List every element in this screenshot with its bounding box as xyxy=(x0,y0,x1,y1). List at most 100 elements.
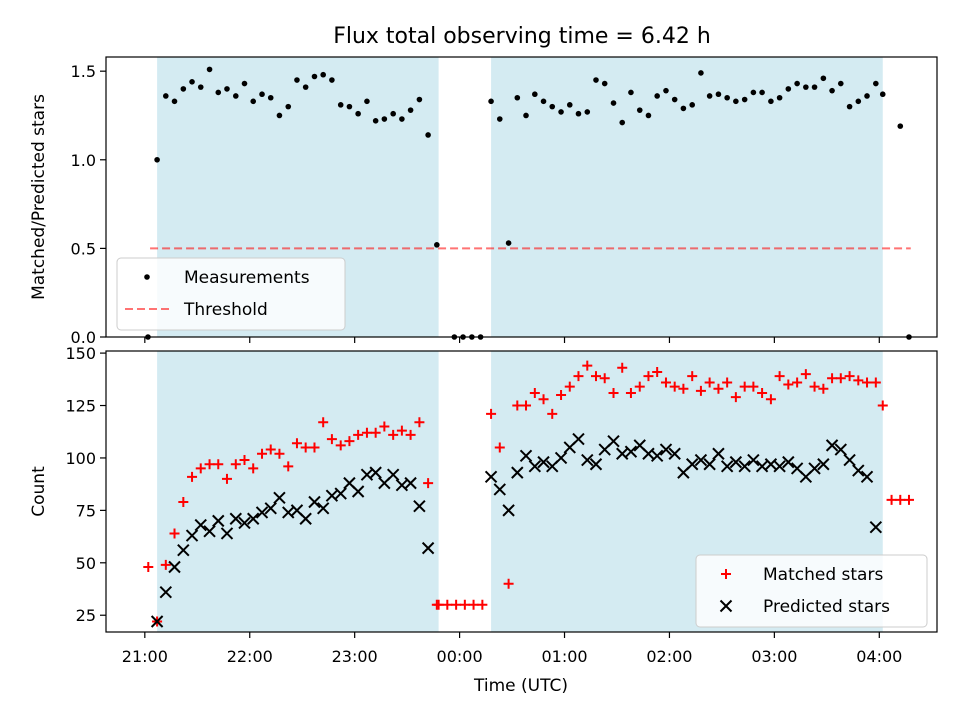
data-point xyxy=(433,599,444,610)
y-tick-label: 75 xyxy=(76,501,96,520)
data-point xyxy=(160,559,171,570)
data-point xyxy=(514,94,521,101)
data-point xyxy=(159,585,173,599)
data-point xyxy=(532,91,538,98)
data-point xyxy=(299,512,312,525)
data-point xyxy=(309,442,320,453)
data-point xyxy=(334,487,347,500)
data-point xyxy=(355,110,361,117)
data-point xyxy=(843,453,856,467)
data-point xyxy=(405,429,416,440)
data-point xyxy=(695,385,706,396)
data-point xyxy=(329,77,335,83)
data-point xyxy=(773,460,786,473)
data-point xyxy=(369,466,382,479)
data-point xyxy=(724,94,730,101)
data-point xyxy=(628,89,634,96)
data-point xyxy=(238,516,251,530)
data-point xyxy=(803,84,809,90)
data-point xyxy=(230,459,241,470)
data-point xyxy=(660,377,671,388)
data-point xyxy=(886,494,897,505)
data-point xyxy=(564,381,575,392)
data-point xyxy=(540,98,547,105)
data-point xyxy=(599,373,610,384)
plot-frame xyxy=(105,56,938,338)
data-point xyxy=(195,463,206,474)
data-point xyxy=(413,499,426,513)
data-point xyxy=(747,453,760,467)
data-point xyxy=(425,132,431,138)
data-point xyxy=(416,96,423,103)
data-point xyxy=(189,79,195,85)
data-point xyxy=(388,429,399,440)
x-tick-label: 01:00 xyxy=(541,647,587,666)
data-point xyxy=(610,100,617,106)
data-point xyxy=(274,448,285,459)
y-tick-label: 1.0 xyxy=(71,151,96,170)
y-tick-label: 0.5 xyxy=(71,239,96,258)
data-point xyxy=(556,390,567,401)
data-point xyxy=(528,460,542,473)
data-point xyxy=(834,443,847,456)
data-point xyxy=(320,71,326,78)
y-tick-label: 1.5 xyxy=(71,62,96,81)
bottom-panel: 25 50 75 100 125 150 21:00 22:00 23:00 00:00 01:00… xyxy=(29,344,938,666)
data-point xyxy=(853,375,864,386)
data-point xyxy=(748,381,759,392)
data-point xyxy=(187,471,198,482)
data-point xyxy=(739,381,750,392)
data-point xyxy=(521,400,532,411)
data-point xyxy=(704,377,715,388)
data-point xyxy=(855,98,862,105)
data-point xyxy=(817,458,830,471)
legend-marker-swatch xyxy=(721,569,731,579)
data-point xyxy=(593,77,599,83)
data-point xyxy=(255,506,269,519)
data-point xyxy=(703,458,716,471)
data-point xyxy=(185,529,199,542)
data-point xyxy=(232,93,239,99)
data-point xyxy=(572,432,585,446)
data-point xyxy=(738,460,751,473)
data-point xyxy=(197,84,204,90)
data-point xyxy=(168,560,181,574)
data-point xyxy=(370,427,381,438)
observing-window-band xyxy=(491,57,883,337)
data-point xyxy=(607,434,620,448)
data-point xyxy=(177,544,190,557)
data-point xyxy=(215,89,222,96)
data-point xyxy=(584,109,591,115)
data-point xyxy=(825,439,839,452)
data-point xyxy=(566,102,573,108)
legend-label: Matched stars xyxy=(763,565,883,585)
data-point xyxy=(549,103,556,110)
data-point xyxy=(276,112,283,119)
data-point xyxy=(625,387,636,398)
data-point xyxy=(203,525,216,538)
data-point xyxy=(897,123,904,129)
data-point xyxy=(468,599,479,610)
data-point xyxy=(582,360,593,371)
data-point xyxy=(776,94,783,101)
data-point xyxy=(808,462,821,475)
x-axis-label: Time (UTC) xyxy=(473,676,568,696)
data-point xyxy=(680,105,687,112)
data-point xyxy=(581,453,594,467)
data-point xyxy=(204,459,215,470)
data-point xyxy=(486,408,497,419)
data-point xyxy=(477,599,488,610)
data-point xyxy=(502,504,515,517)
data-point xyxy=(302,84,309,90)
legend-box xyxy=(695,554,928,628)
legend-box xyxy=(116,257,346,331)
data-point xyxy=(698,70,704,76)
data-point xyxy=(860,470,874,484)
data-point xyxy=(484,470,498,484)
data-point xyxy=(178,496,189,507)
data-point xyxy=(722,377,733,388)
data-point xyxy=(503,578,514,589)
data-point xyxy=(224,86,230,92)
data-point xyxy=(852,464,865,477)
x-tick-label: 21:00 xyxy=(122,647,168,666)
